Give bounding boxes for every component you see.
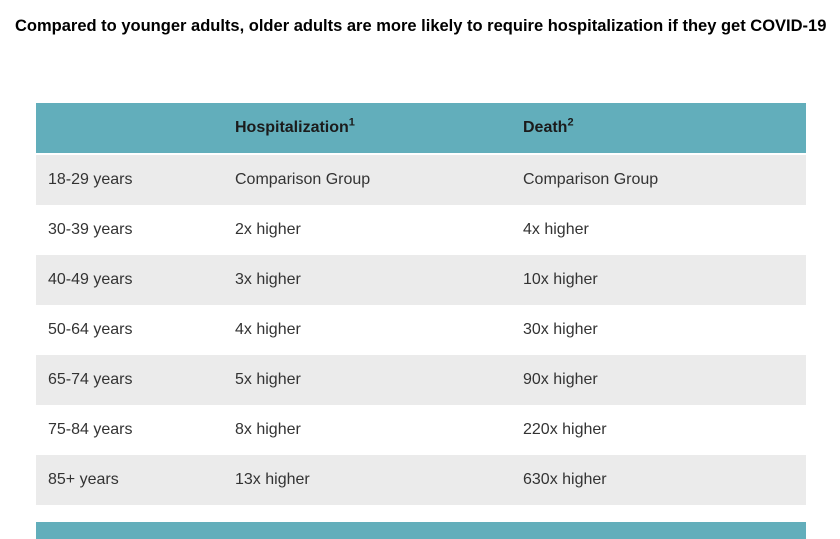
hospitalization-cell: 5x higher [235,371,301,388]
table-row: 50-64 years 4x higher 30x higher [36,305,806,355]
table-row: 18-29 years Comparison Group Comparison … [36,155,806,205]
table-row: 65-74 years 5x higher 90x higher [36,355,806,405]
table-footer-bar [36,522,806,539]
page-title: Compared to younger adults, older adults… [15,17,827,35]
age-cell: 40-49 years [48,271,133,288]
death-cell: 10x higher [523,271,598,288]
table-header-row: Hospitalization1 Death2 [36,103,806,153]
table-row: 40-49 years 3x higher 10x higher [36,255,806,305]
hospitalization-cell: Comparison Group [235,171,371,188]
death-cell: 90x higher [523,371,598,388]
header-cell-death: Death2 [523,116,574,136]
age-cell: 50-64 years [48,321,133,338]
table-row: 75-84 years 8x higher 220x higher [36,405,806,455]
age-cell: 18-29 years [48,171,133,188]
age-cell: 30-39 years [48,221,133,238]
hospitalization-cell: 2x higher [235,221,301,238]
table-row: 30-39 years 2x higher 4x higher [36,205,806,255]
footnote-2-superscript: 2 [567,116,574,129]
risk-table: Hospitalization1 Death2 18-29 years Comp… [36,103,806,539]
table-row: 85+ years 13x higher 630x higher [36,455,806,505]
hospitalization-cell: 13x higher [235,471,310,488]
hospitalization-cell: 4x higher [235,321,301,338]
header-cell-hospitalization: Hospitalization1 [235,116,355,136]
hospitalization-cell: 3x higher [235,271,301,288]
hospitalization-cell: 8x higher [235,421,301,438]
age-cell: 65-74 years [48,371,133,388]
death-cell: 220x higher [523,421,607,438]
death-cell: 630x higher [523,471,607,488]
death-cell: 30x higher [523,321,598,338]
age-cell: 75-84 years [48,421,133,438]
footnote-1-superscript: 1 [348,116,355,129]
age-cell: 85+ years [48,471,119,488]
death-cell: 4x higher [523,221,589,238]
death-cell: Comparison Group [523,171,659,188]
